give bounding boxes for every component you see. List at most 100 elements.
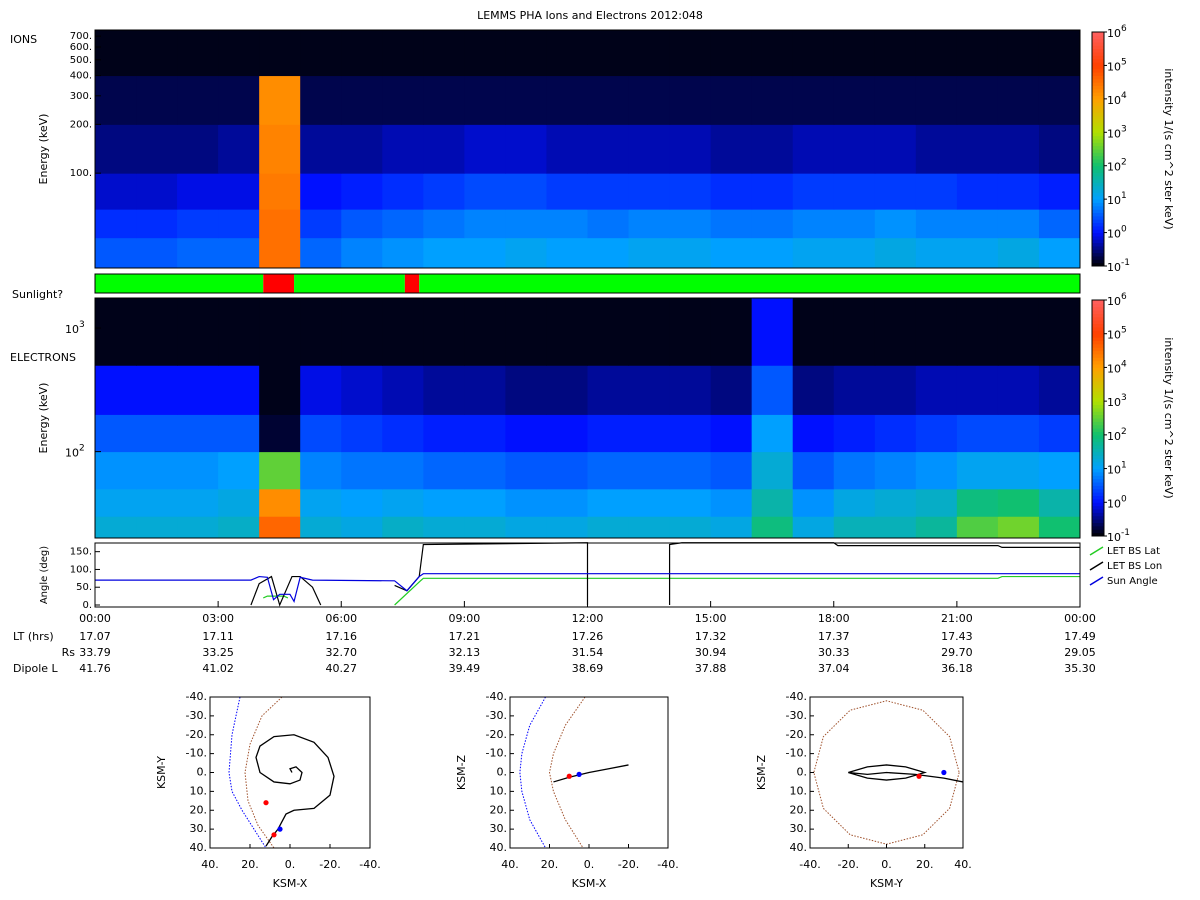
colorbar-step [1092, 458, 1104, 463]
colorbar-step [1092, 152, 1104, 157]
panel-label: ELECTRONS [10, 351, 76, 364]
spectrogram-cell [792, 488, 835, 517]
spectrogram-cell [505, 30, 547, 77]
colorbar-step [1092, 492, 1104, 497]
spectrogram-cell [341, 414, 383, 453]
boundary-curve [228, 697, 267, 848]
legend-swatch [1089, 576, 1104, 586]
colorbar-step [1092, 95, 1104, 100]
spectrogram-cell [136, 516, 178, 539]
spectrogram-cell [1038, 298, 1081, 366]
spectrogram-cell [177, 237, 219, 269]
y-tick-label: -40. [186, 690, 207, 703]
colorbar-step [1092, 424, 1104, 429]
spectrogram-cell [423, 75, 465, 125]
colorbar-step [1092, 529, 1104, 534]
spectrogram-cell [997, 451, 1040, 490]
x-tick-label: 00:00 [79, 612, 111, 625]
spectrogram-cell [464, 516, 506, 539]
y-tick-label: 150. [70, 547, 92, 558]
colorbar-step [1092, 185, 1104, 190]
colorbar-step [1092, 370, 1104, 375]
y-tick-label: 40. [490, 841, 508, 854]
spectrogram-cell [587, 298, 630, 366]
y-tick-label: 0. [797, 766, 808, 779]
colorbar-step [1092, 326, 1104, 331]
spectrogram-cell [1038, 237, 1081, 269]
colorbar-tick-label-base: 10 [1107, 497, 1121, 510]
spectrogram-cell [341, 516, 383, 539]
colorbar-step [1092, 465, 1104, 470]
spectrogram-cell [505, 209, 547, 239]
spectrogram-cell [710, 124, 753, 174]
colorbar-step [1092, 92, 1104, 97]
spectrogram-cell [997, 298, 1040, 366]
colorbar-label: intensity 1/(s cm^2 ster keV) [1162, 337, 1175, 498]
spectrogram-cell [464, 209, 506, 239]
spectrogram-cell [464, 451, 506, 490]
spectrogram-cell [177, 75, 219, 125]
spectrogram-cell [546, 124, 588, 174]
colorbar-tick-label-base: 10 [1107, 60, 1121, 73]
spectrogram-cell [177, 124, 219, 174]
colorbar-step [1092, 165, 1104, 170]
y-tick-label: 30. [790, 822, 808, 835]
spectrogram-cell [792, 209, 835, 239]
spectrogram-cell [341, 173, 383, 210]
spectrogram-cell [177, 516, 219, 539]
colorbar-step [1092, 512, 1104, 517]
spectrogram-cell [956, 75, 999, 125]
orbit-marker [576, 771, 582, 777]
colorbar-step [1092, 45, 1104, 50]
colorbar-step [1092, 58, 1104, 63]
spectrogram-cell [792, 298, 835, 366]
colorbar-step [1092, 229, 1104, 234]
colorbar-tick-label: 10-1 [1107, 528, 1130, 545]
spectrogram-cell [464, 488, 506, 517]
spectrogram-cell [956, 488, 999, 517]
colorbar-step [1092, 112, 1104, 117]
colorbar-tick-label-exp: 6 [1121, 292, 1127, 302]
y-axis-label: KSM-Z [755, 754, 768, 790]
colorbar-tick-label-base: 10 [1107, 194, 1121, 207]
x-axis-label: KSM-X [273, 877, 308, 890]
colorbar-tick-label-base: 10 [1107, 228, 1121, 241]
spectrogram-cell [915, 209, 958, 239]
spectrogram-cell [505, 237, 547, 269]
y-tick-label: 103 [65, 320, 85, 337]
colorbar-step [1092, 515, 1104, 520]
spectrogram-cell [300, 516, 342, 539]
spectrogram-cell [997, 516, 1040, 539]
spectrogram-cell [546, 298, 588, 366]
ephemeris-value: 40.27 [326, 662, 358, 675]
colorbar-step [1092, 125, 1104, 130]
legend-label: LET BS Lon [1107, 561, 1162, 572]
spectrogram-cell [833, 414, 876, 453]
spectrogram-cell [95, 414, 137, 453]
colorbar-step [1092, 212, 1104, 217]
spectrogram-cell [505, 414, 547, 453]
spectrogram-cell [915, 414, 958, 453]
colorbar-step [1092, 179, 1104, 183]
spectrogram-cell [136, 237, 178, 269]
spectrogram-cell [218, 209, 260, 239]
colorbar-step [1092, 195, 1104, 200]
spectrogram-cell [382, 237, 424, 269]
colorbar-step [1092, 175, 1104, 180]
spectrogram-cell [382, 30, 424, 77]
spectrogram-cell [423, 365, 465, 415]
spectrogram-cell [751, 516, 794, 539]
spectrogram-cell [833, 516, 876, 539]
title: LEMMS PHA Ions and Electrons 2012:048 [477, 9, 703, 22]
colorbar-step [1092, 414, 1104, 419]
spectrogram-cell [751, 173, 794, 210]
spectrogram-cell [382, 365, 424, 415]
colorbar-step [1092, 115, 1104, 120]
ephemeris-value: 17.21 [449, 630, 481, 643]
orbit-marker [263, 800, 269, 806]
spectrogram-cell [669, 365, 712, 415]
spectrogram-cell [833, 365, 876, 415]
x-tick-label: 20. [916, 858, 934, 871]
colorbar-step [1092, 199, 1104, 203]
colorbar-step [1092, 380, 1104, 385]
